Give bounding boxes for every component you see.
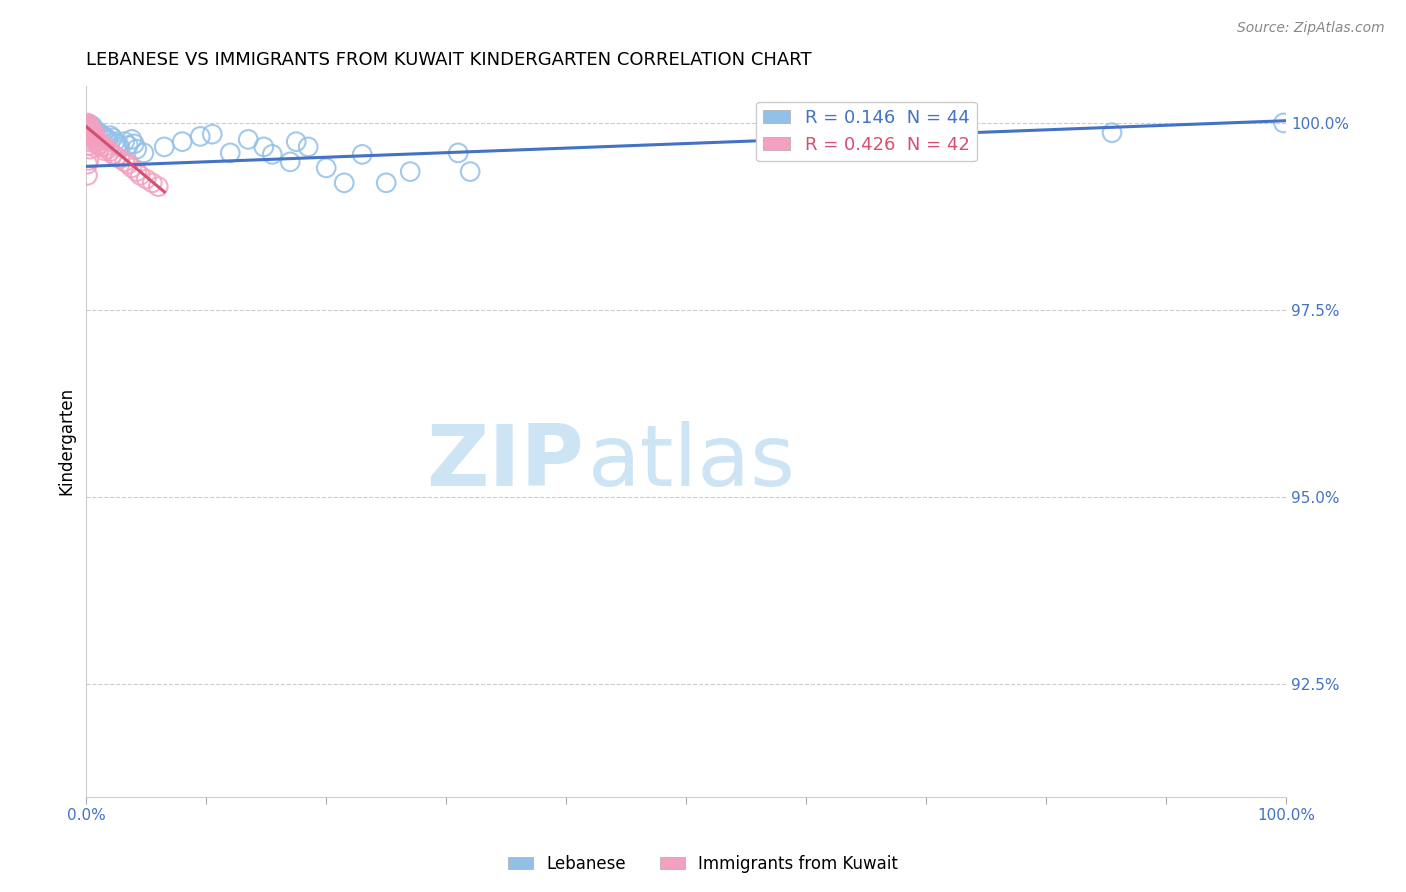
Point — [76, 169, 98, 183]
Point — [107, 136, 129, 151]
Point — [83, 131, 105, 145]
Point — [108, 152, 131, 166]
Point — [87, 125, 110, 139]
Point — [219, 145, 242, 160]
Point — [90, 140, 112, 154]
Point — [79, 121, 101, 136]
Point — [77, 118, 100, 132]
Point — [79, 118, 101, 132]
Point — [1101, 126, 1123, 140]
Point — [101, 131, 124, 145]
Point — [77, 138, 100, 153]
Point — [124, 136, 146, 151]
Point — [98, 128, 121, 143]
Point — [80, 122, 103, 136]
Point — [77, 132, 100, 146]
Text: atlas: atlas — [588, 421, 796, 504]
Point — [93, 140, 115, 154]
Point — [333, 176, 356, 190]
Point — [83, 123, 105, 137]
Point — [399, 164, 422, 178]
Text: ZIP: ZIP — [426, 421, 583, 504]
Point — [82, 122, 104, 136]
Point — [94, 131, 117, 145]
Point — [91, 129, 114, 144]
Point — [83, 128, 105, 142]
Point — [117, 138, 139, 153]
Point — [80, 125, 103, 139]
Point — [135, 172, 157, 186]
Point — [86, 132, 108, 146]
Point — [125, 164, 148, 178]
Point — [108, 140, 131, 154]
Point — [141, 176, 163, 190]
Point — [98, 145, 121, 159]
Point — [129, 169, 152, 183]
Point — [90, 127, 112, 141]
Point — [79, 142, 101, 156]
Point — [80, 121, 103, 136]
Point — [447, 145, 470, 160]
Point — [121, 132, 143, 146]
Point — [121, 161, 143, 175]
Point — [93, 144, 115, 158]
Text: Source: ZipAtlas.com: Source: ZipAtlas.com — [1237, 21, 1385, 35]
Point — [79, 120, 101, 134]
Point — [105, 150, 128, 164]
Point — [172, 135, 194, 149]
Point — [77, 120, 100, 134]
Point — [82, 119, 104, 133]
Point — [188, 129, 211, 144]
Point — [79, 123, 101, 137]
Point — [101, 147, 124, 161]
Y-axis label: Kindergarten: Kindergarten — [58, 387, 75, 495]
Point — [132, 145, 155, 160]
Point — [148, 179, 170, 194]
Point — [125, 142, 148, 156]
Point — [77, 153, 100, 168]
Point — [201, 127, 224, 141]
Point — [278, 154, 301, 169]
Point — [84, 135, 107, 149]
Point — [87, 138, 110, 153]
Point — [114, 154, 136, 169]
Point — [253, 140, 276, 154]
Point — [1272, 116, 1295, 130]
Point — [90, 136, 112, 151]
Point — [76, 157, 98, 171]
Point — [117, 157, 139, 171]
Point — [352, 147, 374, 161]
Point — [77, 119, 100, 133]
Point — [82, 127, 104, 141]
Legend: Lebanese, Immigrants from Kuwait: Lebanese, Immigrants from Kuwait — [502, 848, 904, 880]
Point — [84, 130, 107, 145]
Point — [375, 176, 398, 190]
Point — [458, 164, 481, 178]
Point — [315, 161, 337, 175]
Point — [297, 140, 319, 154]
Point — [104, 135, 127, 149]
Point — [285, 135, 308, 149]
Point — [153, 140, 176, 154]
Point — [262, 147, 284, 161]
Point — [114, 135, 136, 149]
Point — [238, 132, 260, 146]
Text: LEBANESE VS IMMIGRANTS FROM KUWAIT KINDERGARTEN CORRELATION CHART: LEBANESE VS IMMIGRANTS FROM KUWAIT KINDE… — [86, 51, 811, 69]
Point — [87, 135, 110, 149]
Point — [82, 129, 104, 144]
Point — [97, 132, 120, 146]
Point — [97, 142, 120, 156]
Legend: R = 0.146  N = 44, R = 0.426  N = 42: R = 0.146 N = 44, R = 0.426 N = 42 — [756, 102, 977, 161]
Point — [82, 126, 104, 140]
Point — [82, 123, 104, 137]
Point — [855, 127, 877, 141]
Point — [76, 116, 98, 130]
